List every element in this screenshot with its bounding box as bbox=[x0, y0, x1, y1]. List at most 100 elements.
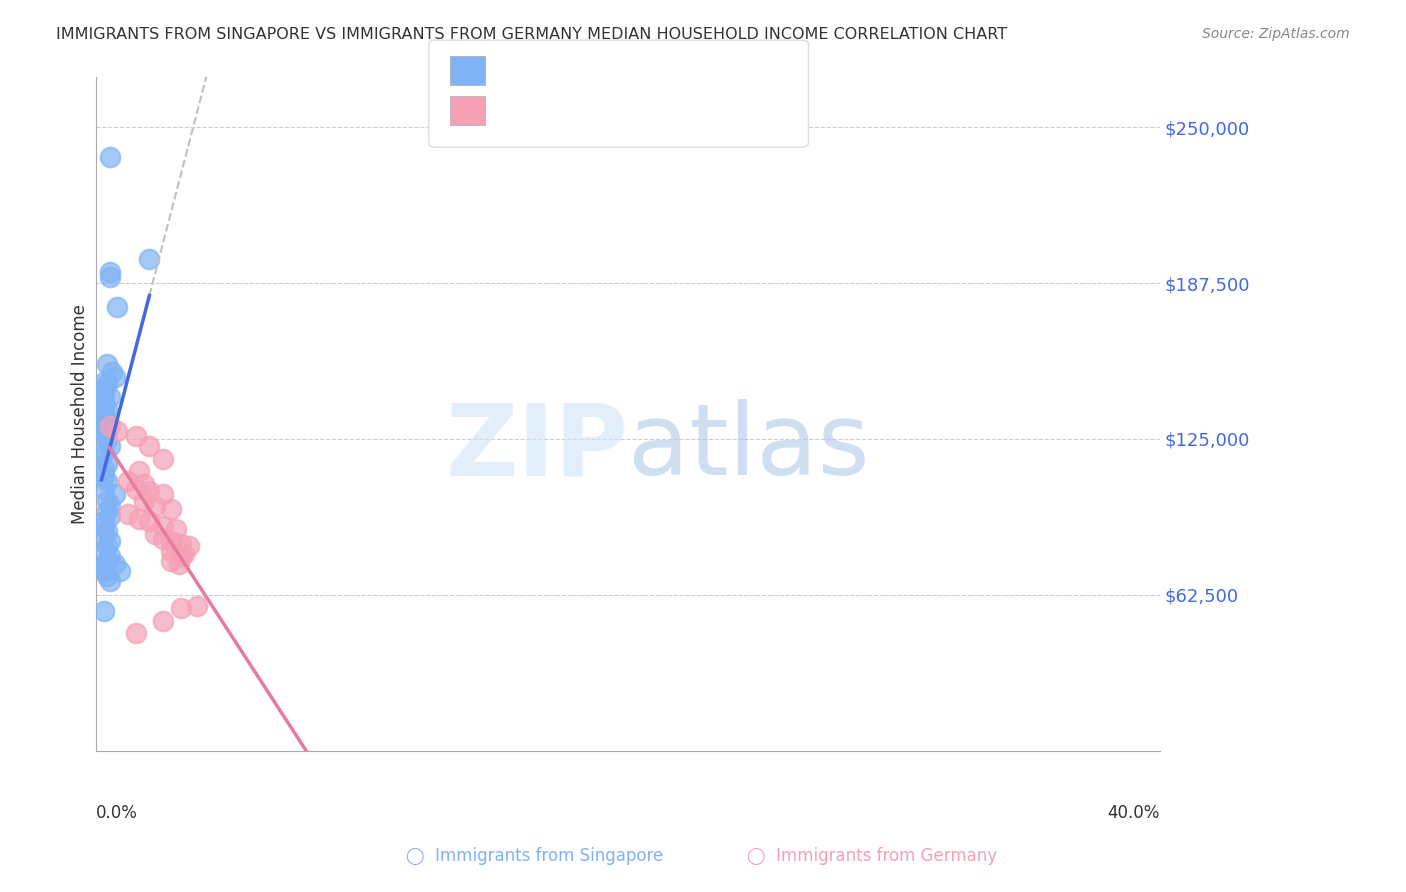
Text: N =: N = bbox=[581, 61, 628, 78]
Point bbox=[98, 549, 121, 563]
Point bbox=[90, 450, 112, 464]
Point bbox=[98, 500, 121, 514]
Point bbox=[96, 475, 118, 489]
Point bbox=[93, 412, 115, 426]
Point bbox=[98, 265, 121, 279]
Point bbox=[93, 400, 115, 414]
Text: 0.0%: 0.0% bbox=[96, 805, 138, 822]
Point bbox=[96, 425, 118, 439]
Point bbox=[104, 369, 127, 384]
Point bbox=[96, 402, 118, 417]
Point bbox=[143, 526, 166, 541]
Point bbox=[138, 514, 160, 528]
Point bbox=[93, 426, 115, 441]
Point bbox=[93, 564, 115, 578]
Point bbox=[93, 394, 115, 409]
Point bbox=[107, 300, 129, 314]
Point bbox=[93, 375, 115, 389]
Point bbox=[96, 457, 118, 471]
Point bbox=[125, 429, 148, 443]
Point bbox=[159, 501, 181, 516]
Point bbox=[96, 377, 118, 392]
Point bbox=[165, 522, 187, 536]
Point bbox=[96, 554, 118, 568]
Point bbox=[98, 509, 121, 524]
Point bbox=[90, 404, 112, 418]
Point bbox=[98, 150, 121, 164]
Point bbox=[96, 504, 118, 518]
Point bbox=[93, 469, 115, 483]
Text: Source: ZipAtlas.com: Source: ZipAtlas.com bbox=[1202, 27, 1350, 41]
Point bbox=[93, 529, 115, 543]
Text: 33: 33 bbox=[614, 101, 638, 119]
Text: -0.211: -0.211 bbox=[531, 61, 591, 78]
Point bbox=[138, 484, 160, 499]
Point bbox=[98, 390, 121, 404]
Point bbox=[152, 532, 174, 546]
Point bbox=[93, 407, 115, 421]
Point bbox=[138, 252, 160, 267]
Point bbox=[96, 539, 118, 553]
Text: ZIP: ZIP bbox=[446, 399, 628, 496]
Point bbox=[173, 547, 195, 561]
Point bbox=[107, 425, 129, 439]
Text: 53: 53 bbox=[614, 61, 637, 78]
Point bbox=[128, 511, 150, 525]
Point bbox=[152, 451, 174, 466]
Point bbox=[93, 419, 115, 434]
Point bbox=[93, 604, 115, 618]
Point bbox=[132, 476, 155, 491]
Text: atlas: atlas bbox=[628, 399, 870, 496]
Point bbox=[117, 507, 139, 521]
Point bbox=[132, 494, 155, 508]
Point bbox=[104, 487, 127, 501]
Point bbox=[98, 269, 121, 284]
Point bbox=[93, 462, 115, 476]
Point bbox=[96, 494, 118, 508]
Point bbox=[96, 414, 118, 428]
Text: R =: R = bbox=[489, 101, 530, 119]
Point bbox=[96, 524, 118, 538]
Point bbox=[170, 549, 193, 563]
Point bbox=[93, 559, 115, 574]
Point bbox=[93, 482, 115, 496]
Point bbox=[93, 514, 115, 528]
Point bbox=[96, 357, 118, 371]
Point bbox=[128, 464, 150, 478]
Point bbox=[159, 554, 181, 568]
Point bbox=[170, 601, 193, 615]
Point bbox=[93, 519, 115, 533]
Point bbox=[96, 432, 118, 446]
Text: N =: N = bbox=[581, 101, 628, 119]
Point bbox=[125, 626, 148, 640]
Point bbox=[93, 387, 115, 401]
Point bbox=[101, 365, 124, 379]
Text: ◯  Immigrants from Singapore: ◯ Immigrants from Singapore bbox=[406, 847, 662, 865]
Point bbox=[152, 614, 174, 628]
Point bbox=[98, 419, 121, 434]
Point bbox=[159, 534, 181, 549]
Point bbox=[152, 487, 174, 501]
Point bbox=[167, 557, 190, 571]
Point bbox=[117, 475, 139, 489]
Point bbox=[125, 482, 148, 496]
Point bbox=[108, 564, 131, 578]
Point bbox=[170, 536, 193, 550]
Point bbox=[98, 574, 121, 588]
Point bbox=[104, 557, 127, 571]
Text: R =: R = bbox=[489, 61, 530, 78]
Text: IMMIGRANTS FROM SINGAPORE VS IMMIGRANTS FROM GERMANY MEDIAN HOUSEHOLD INCOME COR: IMMIGRANTS FROM SINGAPORE VS IMMIGRANTS … bbox=[56, 27, 1007, 42]
Point bbox=[96, 569, 118, 583]
Point bbox=[98, 534, 121, 549]
Text: 40.0%: 40.0% bbox=[1108, 805, 1160, 822]
Point bbox=[98, 439, 121, 453]
Point bbox=[159, 544, 181, 558]
Point bbox=[179, 539, 201, 553]
Text: ◯  Immigrants from Germany: ◯ Immigrants from Germany bbox=[747, 847, 997, 865]
Point bbox=[93, 382, 115, 396]
Point bbox=[93, 544, 115, 558]
Point bbox=[186, 599, 208, 613]
Point bbox=[93, 444, 115, 458]
Point bbox=[138, 439, 160, 453]
Text: -0.563: -0.563 bbox=[531, 101, 591, 119]
